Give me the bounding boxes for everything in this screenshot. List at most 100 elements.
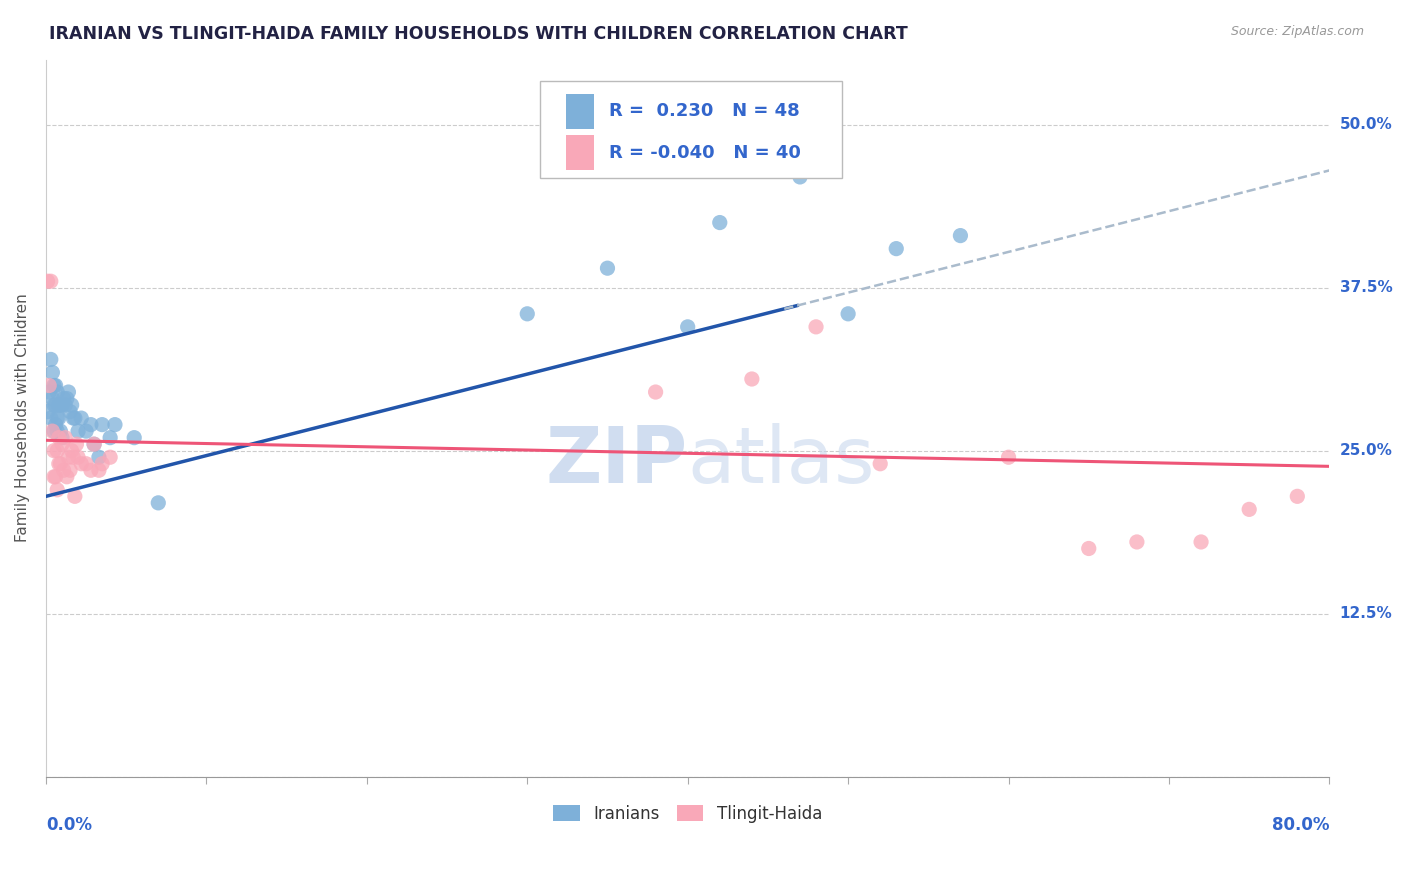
Iranians [51, 398, 73, 412]
Tlingit-Haida [49, 457, 72, 471]
Iranians [884, 242, 907, 256]
Tlingit-Haida [38, 378, 60, 392]
Tlingit-Haida [1189, 535, 1212, 549]
Tlingit-Haida [46, 443, 69, 458]
Text: 25.0%: 25.0% [1340, 443, 1392, 458]
Tlingit-Haida [39, 274, 62, 288]
Iranians [46, 385, 69, 400]
Iranians [949, 228, 972, 243]
Text: 37.5%: 37.5% [1340, 280, 1392, 295]
Iranians [104, 417, 127, 432]
Iranians [837, 307, 859, 321]
Iranians [45, 378, 67, 392]
Tlingit-Haida [91, 457, 114, 471]
Iranians [39, 411, 62, 425]
Tlingit-Haida [1126, 535, 1149, 549]
Iranians [91, 417, 114, 432]
Tlingit-Haida [1077, 541, 1099, 556]
Text: R = -0.040   N = 40: R = -0.040 N = 40 [609, 144, 801, 161]
Text: ZIP: ZIP [546, 423, 688, 500]
Iranians [70, 411, 93, 425]
Iranians [98, 431, 121, 445]
Tlingit-Haida [53, 431, 76, 445]
Tlingit-Haida [65, 437, 87, 451]
Tlingit-Haida [52, 463, 75, 477]
Text: IRANIAN VS TLINGIT-HAIDA FAMILY HOUSEHOLDS WITH CHILDREN CORRELATION CHART: IRANIAN VS TLINGIT-HAIDA FAMILY HOUSEHOL… [49, 25, 908, 43]
Tlingit-Haida [63, 489, 86, 503]
Tlingit-Haida [80, 463, 103, 477]
Iranians [42, 378, 65, 392]
Text: R =  0.230   N = 48: R = 0.230 N = 48 [609, 103, 800, 120]
Iranians [49, 424, 72, 438]
Tlingit-Haida [1286, 489, 1309, 503]
Text: 0.0%: 0.0% [46, 816, 91, 834]
Tlingit-Haida [48, 431, 70, 445]
Iranians [62, 411, 84, 425]
Tlingit-Haida [644, 385, 666, 400]
Y-axis label: Family Households with Children: Family Households with Children [15, 293, 30, 542]
Iranians [60, 398, 83, 412]
FancyBboxPatch shape [540, 81, 842, 178]
Iranians [45, 417, 67, 432]
Iranians [38, 385, 60, 400]
Iranians [83, 437, 105, 451]
Bar [565, 95, 593, 128]
Iranians [49, 398, 72, 412]
Iranians [75, 424, 97, 438]
Iranians [122, 431, 145, 445]
Tlingit-Haida [75, 457, 97, 471]
Iranians [676, 319, 699, 334]
Text: Source: ZipAtlas.com: Source: ZipAtlas.com [1230, 25, 1364, 38]
Tlingit-Haida [1237, 502, 1260, 516]
Tlingit-Haida [70, 457, 93, 471]
Legend: Iranians, Tlingit-Haida: Iranians, Tlingit-Haida [547, 798, 828, 830]
Iranians [148, 496, 170, 510]
Text: 50.0%: 50.0% [1340, 117, 1392, 132]
Tlingit-Haida [56, 470, 79, 484]
Iranians [63, 411, 86, 425]
Iranians [59, 404, 82, 418]
Iranians [46, 411, 69, 425]
Iranians [45, 398, 67, 412]
Tlingit-Haida [51, 437, 73, 451]
Text: atlas: atlas [688, 423, 875, 500]
Iranians [58, 385, 80, 400]
Text: 80.0%: 80.0% [1272, 816, 1330, 834]
Tlingit-Haida [45, 470, 67, 484]
Tlingit-Haida [37, 274, 59, 288]
Tlingit-Haida [67, 450, 90, 465]
Iranians [80, 417, 103, 432]
Iranians [41, 366, 63, 380]
Iranians [53, 398, 76, 412]
Iranians [52, 392, 75, 406]
Tlingit-Haida [58, 450, 80, 465]
Iranians [39, 352, 62, 367]
Tlingit-Haida [87, 463, 110, 477]
Tlingit-Haida [42, 470, 65, 484]
Tlingit-Haida [42, 443, 65, 458]
Tlingit-Haida [804, 319, 827, 334]
Tlingit-Haida [98, 450, 121, 465]
Iranians [41, 392, 63, 406]
Iranians [56, 392, 79, 406]
Iranians [48, 398, 70, 412]
Iranians [51, 431, 73, 445]
Tlingit-Haida [741, 372, 763, 386]
Tlingit-Haida [48, 457, 70, 471]
Tlingit-Haida [62, 450, 84, 465]
Text: 12.5%: 12.5% [1340, 607, 1392, 621]
Iranians [87, 450, 110, 465]
Iranians [37, 404, 59, 418]
Tlingit-Haida [41, 424, 63, 438]
Iranians [709, 216, 731, 230]
Tlingit-Haida [59, 463, 82, 477]
Iranians [67, 424, 90, 438]
Iranians [42, 398, 65, 412]
Tlingit-Haida [83, 437, 105, 451]
Iranians [42, 424, 65, 438]
Iranians [596, 261, 619, 276]
Tlingit-Haida [60, 443, 83, 458]
Tlingit-Haida [869, 457, 891, 471]
Tlingit-Haida [46, 483, 69, 497]
Bar [565, 136, 593, 169]
